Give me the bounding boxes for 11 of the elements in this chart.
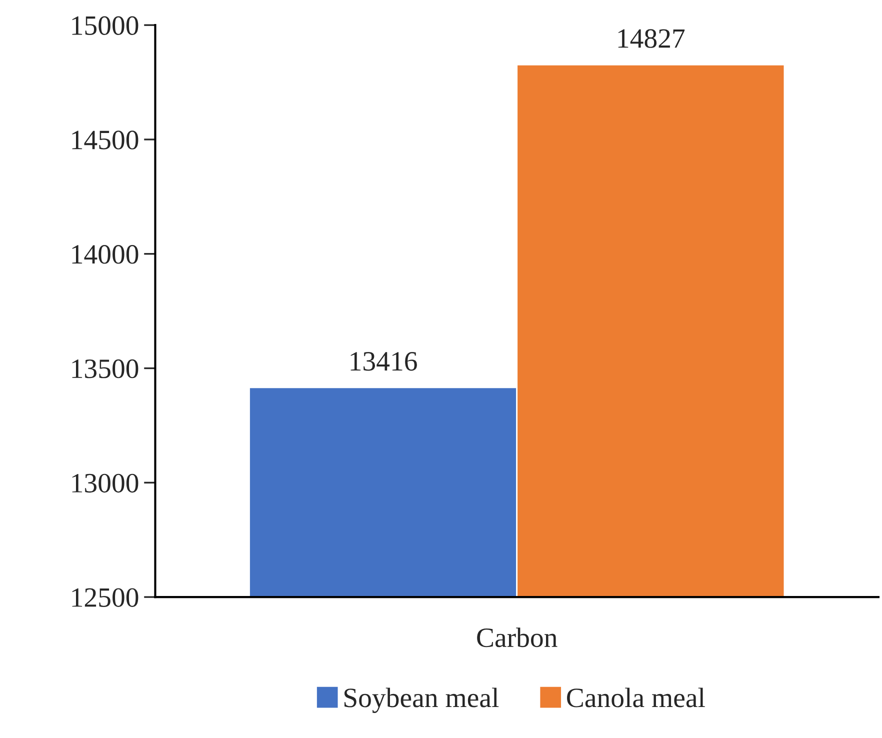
y-tick-label: 13000 <box>72 474 138 493</box>
y-tick-label: 13500 <box>72 359 138 378</box>
y-tick-label: 12500 <box>72 588 138 607</box>
data-label: 13416 <box>350 352 417 371</box>
y-tick-label: 14500 <box>72 130 138 150</box>
y-tick-label: 14000 <box>72 245 138 264</box>
legend-label: Soybean meal <box>344 688 499 713</box>
y-tick-label: 15000 <box>72 16 138 36</box>
data-label: 14827 <box>618 29 685 48</box>
legend-label: Canola meal <box>567 688 705 708</box>
x-tick-label: Carbon <box>477 628 558 648</box>
